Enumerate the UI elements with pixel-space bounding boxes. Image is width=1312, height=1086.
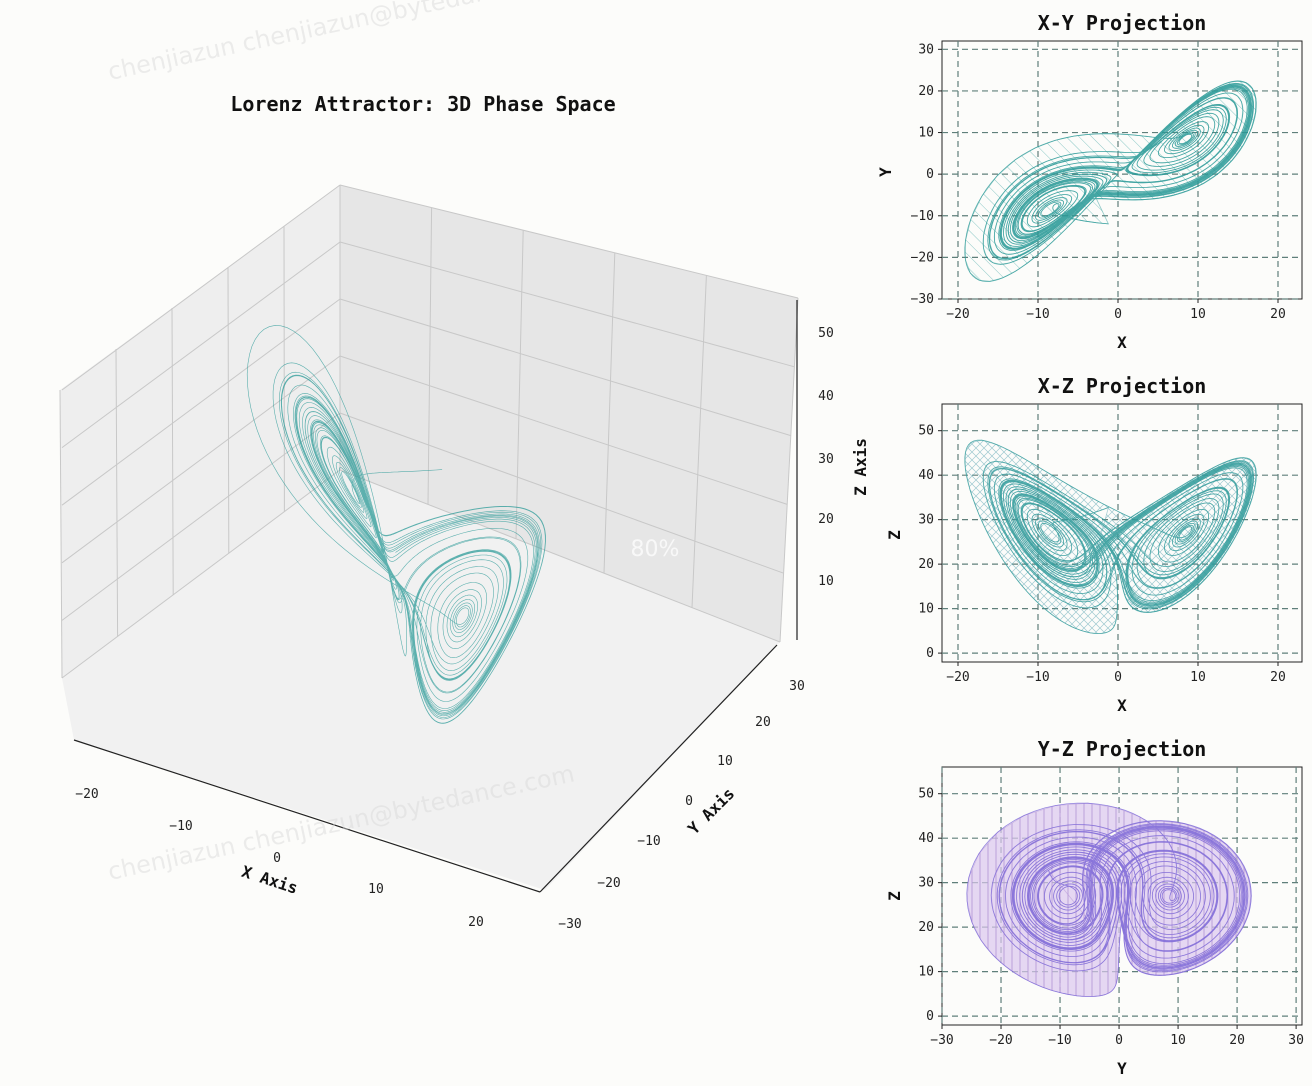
main-chart-title: Lorenz Attractor: 3D Phase Space: [230, 92, 615, 116]
z-tick-label: 50: [818, 326, 834, 341]
y-axis-label: Y Axis: [684, 784, 738, 838]
x-tick-label: −30: [930, 1033, 953, 1048]
y-tick-label: 20: [755, 715, 771, 730]
x-tick-label: 10: [1190, 307, 1206, 322]
yz-x-label: Y: [1117, 1059, 1127, 1078]
x-axis-label: X Axis: [239, 862, 300, 898]
y-tick-label: −10: [637, 834, 660, 849]
xz-ticks: −20 −10 0 10 20 0 10 20 30 40 50: [918, 424, 1285, 685]
x-tick-label: −20: [946, 670, 969, 685]
y-tick-label: −30: [911, 292, 934, 307]
xz-title: X-Z Projection: [1038, 374, 1207, 398]
y-tick-label: 0: [926, 646, 934, 661]
y-tick-label: 10: [918, 602, 934, 617]
x-tick-label: 0: [1114, 670, 1122, 685]
series-xy: [964, 80, 1257, 282]
y-tick-label: 10: [918, 965, 934, 980]
x-tick-label: 20: [1270, 307, 1286, 322]
xy-title: X-Y Projection: [1038, 11, 1207, 35]
xy-x-label: X: [1117, 333, 1127, 352]
xy-ticks: −20 −10 0 10 20 −30 −20 −10 0 10 20 30: [911, 42, 1286, 322]
y-tick-label: 30: [918, 876, 934, 891]
y-tick-label: −20: [597, 876, 620, 891]
y-tick-label: 40: [918, 468, 934, 483]
x-tick-label: −10: [1026, 307, 1049, 322]
pane-left: [60, 185, 340, 678]
xz-y-label: Z: [885, 530, 904, 540]
z-tick-label: 40: [818, 389, 834, 404]
watermark-text: chenjiazun chenjiazun@bytedance.com: [105, 0, 577, 86]
z-tick-label: 10: [818, 574, 834, 589]
x-tick-label: 0: [1115, 1033, 1123, 1048]
xy-y-label: Y: [876, 167, 895, 177]
x-tick-label: −20: [946, 307, 969, 322]
xy-projection-chart: X-Y Projection −20 −10 0 10 20 −30 −20 −10 0 10 20…: [876, 11, 1303, 352]
y-tick-label: 30: [789, 679, 805, 694]
y-tick-label: 20: [918, 84, 934, 99]
main-3d-chart: Lorenz Attractor: 3D Phase Space −20 −10 0…: [59, 92, 870, 932]
y-tick-label: 0: [926, 167, 934, 182]
y-tick-label: 40: [918, 831, 934, 846]
x-tick-label: 0: [273, 851, 281, 866]
grid-3d: [59, 184, 799, 679]
x-tick-label: −20: [75, 787, 98, 802]
series-xz: [964, 439, 1257, 634]
y-tick-label: 0: [926, 1009, 934, 1024]
y-tick-label: 10: [918, 126, 934, 141]
y-tick-label: 50: [918, 424, 934, 439]
y-axis-line: [539, 644, 778, 893]
x-axis-line: [73, 739, 541, 893]
yz-ticks: −30 −20 −10 0 10 20 30 0 10 20 30 40 50: [918, 787, 1304, 1048]
y-tick-label: 50: [918, 787, 934, 802]
x-tick-label: 10: [368, 882, 384, 897]
yz-title: Y-Z Projection: [1038, 737, 1207, 761]
y-tick-label: −30: [558, 917, 581, 932]
y-tick-label: −20: [911, 250, 934, 265]
z-tick-label: 30: [818, 452, 834, 467]
x-tick-label: 20: [1229, 1033, 1245, 1048]
y-tick-label: −10: [911, 209, 934, 224]
series-trajectory-3d: [246, 325, 546, 724]
overlay-percentage: 80%: [631, 537, 680, 562]
x-tick-label: −10: [169, 819, 192, 834]
yz-projection-chart: Y-Z Projection −30 −20 −10 0 10 20 30 0 10 20 30 40…: [885, 737, 1304, 1078]
y-tick-label: 10: [717, 754, 733, 769]
x-tick-label: 10: [1170, 1033, 1186, 1048]
x-tick-label: 20: [1270, 670, 1286, 685]
xz-x-label: X: [1117, 696, 1127, 715]
series-yz: [966, 802, 1252, 997]
x-tick-label: 10: [1190, 670, 1206, 685]
x-tick-label: 0: [1114, 307, 1122, 322]
pane-back: [340, 185, 798, 642]
z-axis-label: Z Axis: [851, 438, 870, 496]
z-tick-label: 20: [818, 512, 834, 527]
y-tick-label: 30: [918, 513, 934, 528]
x-tick-label: −10: [1048, 1033, 1071, 1048]
x-tick-label: 20: [468, 915, 484, 930]
y-tick-label: 20: [918, 920, 934, 935]
x-tick-label: −20: [989, 1033, 1012, 1048]
yz-y-label: Z: [885, 891, 904, 901]
x-tick-label: −10: [1026, 670, 1049, 685]
y-tick-label: 0: [685, 794, 693, 809]
y-tick-label: 20: [918, 557, 934, 572]
ticks-3d: −20 −10 0 10 20 −30 −20 −10 0 10 20 30 10 20 30 40 50: [75, 326, 834, 932]
x-tick-label: 30: [1288, 1033, 1304, 1048]
y-tick-label: 30: [918, 42, 934, 57]
